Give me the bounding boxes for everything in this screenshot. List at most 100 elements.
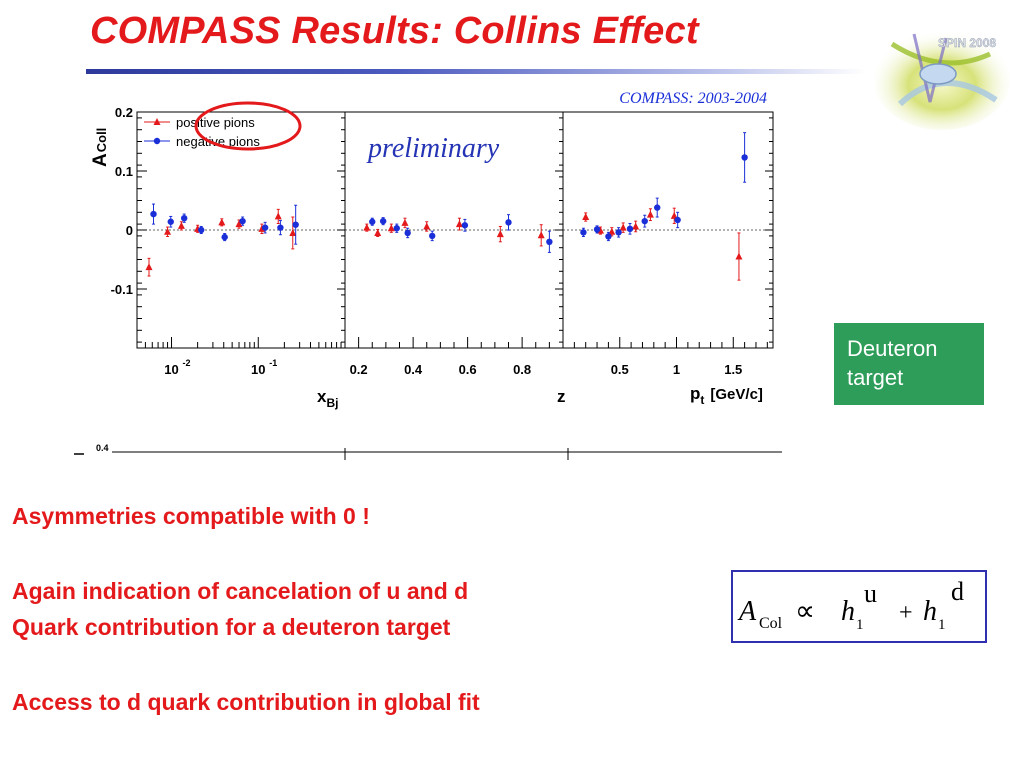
x-tick-label: 0.8 xyxy=(513,362,531,377)
svg-text:Col: Col xyxy=(759,615,783,632)
positive-pion-marker xyxy=(496,230,504,238)
bullet-cancelation: Again indication of cancelation of u and… xyxy=(12,578,469,604)
target-label: target xyxy=(847,365,904,390)
svg-text:h: h xyxy=(841,596,855,627)
negative-pion-marker xyxy=(741,154,748,161)
negative-pion-marker xyxy=(546,238,553,245)
legend-label: positive pions xyxy=(176,115,255,130)
negative-pion-marker xyxy=(393,225,400,232)
collins-formula: A Col ∝ h 1 u + h 1 d xyxy=(737,577,964,633)
x-tick-label: 0.5 xyxy=(611,362,629,377)
x-tick-label: 1.5 xyxy=(724,362,742,377)
y-axis-label: AColl xyxy=(90,128,111,167)
negative-pion-marker xyxy=(641,217,648,225)
svg-text:1: 1 xyxy=(856,617,864,633)
legend-label: negative pions xyxy=(176,134,260,149)
x-tick-label: 0.4 xyxy=(404,362,423,377)
x-tick-exponent: -1 xyxy=(269,358,277,368)
negative-pion-marker xyxy=(180,215,188,222)
x-tick-label: 10 xyxy=(251,362,265,377)
svg-text:∝: ∝ xyxy=(795,596,815,627)
svg-text:1: 1 xyxy=(938,617,946,633)
negative-pion-marker xyxy=(369,218,376,225)
collins-asymmetry-plot: COMPASS: 2003-2004 preliminary AColl 0.2… xyxy=(74,90,782,460)
negative-pion-marker xyxy=(150,210,157,218)
x-axis-label: xBj xyxy=(317,387,338,410)
negative-pion-marker xyxy=(261,224,269,231)
negative-pion-marker xyxy=(221,233,228,241)
y-tick-label: 0 xyxy=(126,223,133,238)
y-tick-label: -0.1 xyxy=(111,282,133,297)
x-tick-label: 0.6 xyxy=(459,362,477,377)
title-divider xyxy=(86,69,866,74)
collins-formula-box: A Col ∝ h 1 u + h 1 d xyxy=(731,570,987,643)
logo-text: SPIN 2008 xyxy=(938,36,996,50)
bottom-plot-fragment: 0.4 xyxy=(74,443,782,460)
spin-2008-logo: SPIN 2008 xyxy=(874,30,1010,130)
negative-pion-marker xyxy=(615,229,622,236)
negative-pion-marker xyxy=(461,222,469,229)
negative-pion-marker xyxy=(605,233,612,240)
negative-pion-marker xyxy=(198,226,205,234)
positive-pion-marker xyxy=(374,228,382,236)
negative-pion-marker xyxy=(404,229,411,237)
positive-pion-marker xyxy=(455,220,463,228)
positive-pion-marker xyxy=(274,212,282,220)
negative-pion-marker xyxy=(674,216,681,224)
negative-pion-marker xyxy=(429,232,436,240)
positive-pion-marker xyxy=(177,221,185,229)
svg-text:d: d xyxy=(951,577,964,606)
deuteron-label: Deuteron xyxy=(847,336,938,361)
negative-pion-marker xyxy=(593,226,601,233)
positive-pion-marker xyxy=(289,228,297,236)
negative-pion-marker xyxy=(580,229,587,236)
bullet-global-fit: Access to d quark contribution in global… xyxy=(12,689,480,715)
negative-pion-marker xyxy=(505,219,512,226)
x-axis-label: z xyxy=(557,387,566,406)
y-tick-label: 0.1 xyxy=(115,164,133,179)
fragment-tick-label: 0.4 xyxy=(96,443,109,453)
positive-pion-marker xyxy=(387,224,395,232)
positive-pion-marker xyxy=(363,223,371,231)
positive-pion-marker xyxy=(632,222,640,230)
positive-pion-marker xyxy=(670,211,678,219)
negative-pion-marker xyxy=(167,218,174,225)
positive-pion-marker xyxy=(145,263,153,271)
negative-pion-marker xyxy=(654,204,661,211)
x-axis-label: pt [GeV/c] xyxy=(690,384,763,407)
positive-pion-marker xyxy=(423,222,431,230)
positive-pion-marker xyxy=(153,118,161,125)
positive-pion-marker xyxy=(164,227,172,235)
positive-pion-marker xyxy=(646,210,654,218)
svg-text:A: A xyxy=(737,596,757,627)
negative-pion-marker xyxy=(153,137,161,145)
bullet-asymmetries: Asymmetries compatible with 0 ! xyxy=(12,503,370,529)
x-tick-label: 0.2 xyxy=(350,362,368,377)
y-tick-label: 0.2 xyxy=(115,105,133,120)
svg-text:h: h xyxy=(923,596,937,627)
negative-pion-marker xyxy=(292,221,299,228)
svg-text:+: + xyxy=(899,600,913,626)
positive-pion-marker xyxy=(619,223,627,231)
positive-pion-marker xyxy=(218,218,226,226)
x-tick-exponent: -2 xyxy=(183,358,191,368)
negative-pion-marker xyxy=(277,224,284,231)
slide-title: COMPASS Results: Collins Effect xyxy=(90,10,699,52)
positive-pion-marker xyxy=(401,218,409,226)
positive-pion-marker xyxy=(582,213,590,221)
positive-pion-marker xyxy=(235,220,243,228)
positive-pion-marker xyxy=(537,231,545,239)
negative-pion-marker xyxy=(379,217,387,225)
positive-pion-marker xyxy=(735,252,743,260)
bullet-quark-contribution: Quark contribution for a deuteron target xyxy=(12,614,451,640)
x-tick-label: 10 xyxy=(164,362,178,377)
svg-text:u: u xyxy=(864,579,877,608)
legend-highlight-ellipse xyxy=(194,101,302,151)
deuteron-target-box: Deuteron target xyxy=(834,323,984,405)
negative-pion-marker xyxy=(239,217,246,225)
x-tick-label: 1 xyxy=(673,362,680,377)
positive-pion-marker xyxy=(608,227,616,235)
plot-header: COMPASS: 2003-2004 xyxy=(619,90,767,107)
preliminary-label: preliminary xyxy=(366,133,500,164)
negative-pion-marker xyxy=(626,225,634,233)
